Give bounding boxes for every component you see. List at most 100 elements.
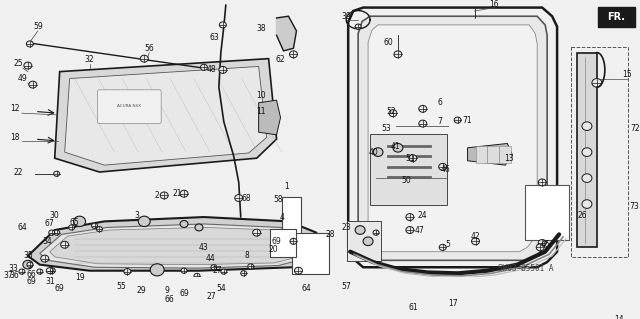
Circle shape [439,244,446,250]
Circle shape [124,269,131,275]
Text: 28: 28 [326,230,335,239]
Text: 16: 16 [490,0,499,10]
Text: 32: 32 [84,55,94,64]
Text: 69: 69 [55,284,65,293]
FancyBboxPatch shape [370,134,447,205]
Circle shape [140,55,148,62]
Text: 47: 47 [415,226,425,234]
Circle shape [406,226,414,234]
Circle shape [355,226,365,234]
Circle shape [582,122,592,130]
Circle shape [68,225,75,230]
Circle shape [582,200,592,208]
Circle shape [200,64,207,70]
Text: 27: 27 [206,292,216,301]
Circle shape [454,117,461,123]
Circle shape [48,268,55,274]
Text: 23: 23 [341,223,351,232]
Text: 9: 9 [164,286,170,295]
Text: 36: 36 [9,271,19,280]
Polygon shape [28,217,318,271]
Text: 71: 71 [463,115,472,125]
Circle shape [438,163,447,170]
Text: 26: 26 [577,211,587,220]
Text: FR.: FR. [607,12,625,22]
Polygon shape [468,144,513,165]
Circle shape [389,110,397,117]
Circle shape [219,66,227,73]
Text: 73: 73 [630,202,639,211]
Polygon shape [276,16,296,51]
Circle shape [253,229,260,236]
Circle shape [23,260,33,269]
Circle shape [235,195,243,202]
Text: 4: 4 [280,212,285,221]
Text: 48: 48 [207,65,217,74]
Text: 53: 53 [381,124,391,133]
Circle shape [160,192,168,199]
Text: 40: 40 [368,148,378,157]
Text: 62: 62 [276,55,285,64]
Text: 19: 19 [75,273,84,282]
Text: 33: 33 [8,264,18,273]
Text: 61: 61 [408,303,418,312]
Text: 42: 42 [470,232,481,241]
Text: 15: 15 [622,70,632,79]
Polygon shape [499,146,511,163]
Text: 29: 29 [136,286,146,295]
Text: 5: 5 [445,240,450,249]
Text: 30: 30 [50,211,60,220]
Text: 43: 43 [199,243,209,252]
Circle shape [582,148,592,156]
Text: 10: 10 [256,91,266,100]
Text: 68: 68 [242,194,252,203]
Circle shape [49,230,54,235]
Polygon shape [50,227,298,265]
Text: 63: 63 [209,33,219,41]
Circle shape [61,241,68,248]
Circle shape [220,22,227,28]
Circle shape [290,238,297,244]
FancyBboxPatch shape [292,234,330,274]
Text: 58: 58 [274,195,284,204]
Circle shape [241,271,246,276]
Circle shape [19,269,25,274]
Text: 14: 14 [614,315,623,319]
Text: 66: 66 [164,295,174,304]
Circle shape [536,244,544,251]
Circle shape [211,265,217,270]
Circle shape [538,240,546,247]
Text: 12: 12 [10,104,20,113]
Polygon shape [40,224,305,268]
Circle shape [582,174,592,182]
Text: 17: 17 [448,299,458,308]
Text: 41: 41 [391,142,401,151]
Circle shape [355,24,361,29]
Polygon shape [54,59,276,172]
Text: 65: 65 [70,218,79,227]
Text: 31: 31 [45,278,54,286]
Circle shape [41,255,49,262]
Circle shape [26,41,33,47]
Circle shape [373,230,379,235]
Text: 34: 34 [43,237,52,246]
Text: 64: 64 [17,223,27,232]
Circle shape [289,51,298,58]
FancyBboxPatch shape [282,197,301,247]
Text: 37: 37 [3,271,13,280]
FancyBboxPatch shape [525,185,569,241]
Circle shape [194,273,200,278]
Text: 45: 45 [540,240,550,249]
Text: 69: 69 [272,237,282,246]
Text: 69: 69 [179,289,189,298]
Circle shape [592,78,602,87]
Text: 69: 69 [27,278,36,286]
Text: 20: 20 [269,245,278,255]
Text: 35: 35 [23,251,33,260]
Text: 1: 1 [284,182,289,191]
Polygon shape [488,146,499,163]
Polygon shape [259,100,280,135]
Text: 50: 50 [401,176,411,185]
Polygon shape [577,53,597,247]
Polygon shape [358,16,547,260]
